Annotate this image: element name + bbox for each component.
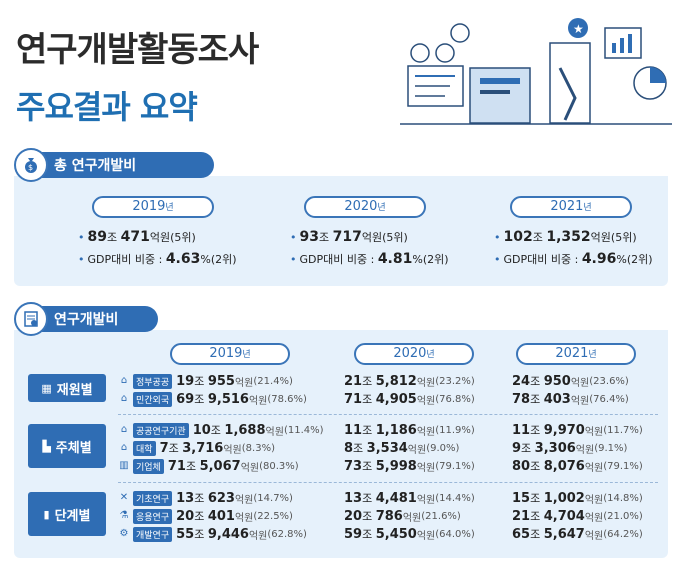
page-title: 연구개발활동조사	[16, 30, 259, 70]
value-cell: 11 조 1,186 억원 (11.9%)	[344, 422, 475, 438]
category-funding-source: ▦ 재원별	[28, 374, 106, 402]
value-cell: 73 조 5,998 억원 (79.1%)	[344, 458, 475, 474]
value-cell: 20 조 786 억원 (21.6%)	[344, 508, 461, 524]
row-university: ⌂ 대학 7 조 3,716 억원 (8.3%)	[118, 440, 275, 456]
year-pill-2021: 2021년	[510, 196, 632, 218]
section-title: 연구개발비	[34, 306, 158, 332]
value-cell: 13 조 4,481 억원 (14.4%)	[344, 490, 475, 506]
company-icon: ▥	[119, 460, 129, 471]
rnd-breakdown-panel	[14, 330, 668, 558]
year-pill-2019: 2019년	[92, 196, 214, 218]
total-amount-2019: • 89조 471억원(5위)	[78, 229, 196, 245]
gdp-ratio-2020: • GDP대비 비중 : 4.81%(2위)	[290, 251, 449, 267]
row-applied-research: ⚗ 응용연구 20 조 401 억원 (22.5%)	[119, 508, 293, 524]
money-bag-icon: $	[14, 148, 48, 182]
total-rnd-header: $ 총 연구개발비	[14, 148, 214, 182]
value-cell: 11 조 9,970 억원 (11.7%)	[512, 422, 643, 438]
value-cell: 59 조 5,450 억원 (64.0%)	[344, 526, 475, 542]
bar-chart-icon: ▮	[43, 507, 50, 521]
value-cell: 15 조 1,002 억원 (14.8%)	[512, 490, 643, 506]
university-icon: ⌂	[120, 442, 128, 453]
factory-icon: ▙	[42, 439, 51, 453]
svg-text:★: ★	[573, 22, 584, 36]
category-stage: ▮ 단계별	[28, 492, 106, 536]
value-cell: 65 조 5,647 억원 (64.2%)	[512, 526, 643, 542]
flask-icon: ⚗	[119, 510, 129, 521]
gear-icon: ⚙	[119, 528, 129, 539]
building-icon: ▦	[41, 381, 52, 395]
gdp-ratio-2019: • GDP대비 비중 : 4.63%(2위)	[78, 251, 237, 267]
value-cell: 78 조 403 억원 (76.4%)	[512, 391, 629, 407]
research-illustration-icon: ★	[400, 18, 672, 125]
year-pill-2020: 2020년	[304, 196, 426, 218]
total-amount-2021: • 102조 1,352억원(5위)	[494, 229, 637, 245]
value-cell: 21 조 5,812 억원 (23.2%)	[344, 373, 475, 389]
year-pill-2021: 2021년	[516, 343, 636, 365]
institute-icon: ⌂	[120, 424, 128, 435]
row-company: ▥ 기업체 71 조 5,067 억원 (80.3%)	[119, 458, 299, 474]
row-basic-research: ✕ 기초연구 13 조 623 억원 (14.7%)	[119, 490, 293, 506]
private-sector-icon: ⌂	[120, 393, 128, 404]
year-pill-2020: 2020년	[354, 343, 474, 365]
value-cell: 71 조 4,905 억원 (76.8%)	[344, 391, 475, 407]
row-development-research: ⚙ 개발연구 55 조 9,446 억원 (62.8%)	[119, 526, 307, 542]
row-private: ⌂ 민간외국 69 조 9,516 억원 (78.6%)	[118, 391, 307, 407]
row-public-institute: ⌂ 공공연구기관 10 조 1,688 억원 (11.4%)	[118, 422, 324, 438]
svg-text:$: $	[28, 163, 33, 172]
divider	[118, 482, 658, 483]
value-cell: 80 조 8,076 억원 (79.1%)	[512, 458, 643, 474]
row-government: ⌂ 정부공공 19 조 955 억원 (21.4%)	[118, 373, 293, 389]
category-performer: ▙ 주체별	[28, 424, 106, 468]
page-subtitle: 주요결과 요약	[16, 88, 198, 126]
value-cell: 21 조 4,704 억원 (21.0%)	[512, 508, 643, 524]
document-icon	[14, 302, 48, 336]
government-icon: ⌂	[120, 375, 128, 386]
section-title: 총 연구개발비	[34, 152, 214, 178]
divider	[118, 414, 658, 415]
total-amount-2020: • 93조 717억원(5위)	[290, 229, 408, 245]
value-cell: 24 조 950 억원 (23.6%)	[512, 373, 629, 389]
dna-icon: ✕	[119, 492, 129, 503]
total-rnd-panel	[14, 176, 668, 286]
gdp-ratio-2021: • GDP대비 비중 : 4.96%(2위)	[494, 251, 653, 267]
year-pill-2019: 2019년	[170, 343, 290, 365]
rnd-breakdown-header: 연구개발비	[14, 302, 158, 336]
